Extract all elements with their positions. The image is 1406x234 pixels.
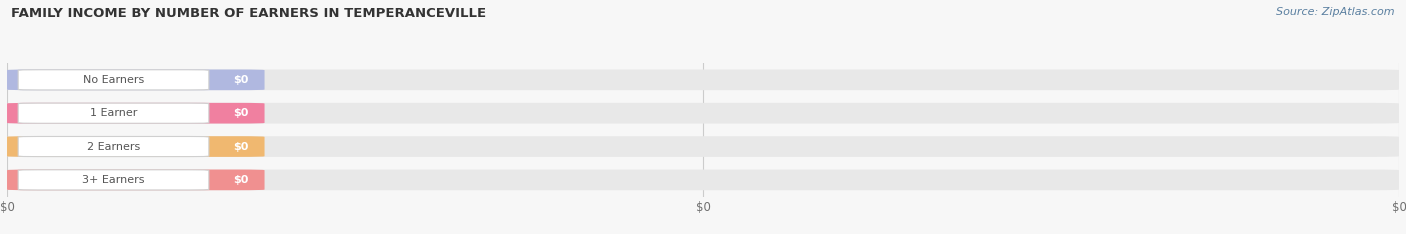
Text: No Earners: No Earners xyxy=(83,75,145,85)
Text: 2 Earners: 2 Earners xyxy=(87,142,141,152)
Text: $0: $0 xyxy=(233,142,249,152)
FancyBboxPatch shape xyxy=(7,103,1399,124)
FancyBboxPatch shape xyxy=(18,70,209,90)
FancyBboxPatch shape xyxy=(7,170,1399,190)
Text: FAMILY INCOME BY NUMBER OF EARNERS IN TEMPERANCEVILLE: FAMILY INCOME BY NUMBER OF EARNERS IN TE… xyxy=(11,7,486,20)
FancyBboxPatch shape xyxy=(7,170,264,190)
FancyBboxPatch shape xyxy=(18,170,209,190)
Text: 3+ Earners: 3+ Earners xyxy=(83,175,145,185)
FancyBboxPatch shape xyxy=(18,103,209,123)
FancyBboxPatch shape xyxy=(7,69,264,90)
Text: $0: $0 xyxy=(233,175,249,185)
FancyBboxPatch shape xyxy=(7,103,264,124)
Text: Source: ZipAtlas.com: Source: ZipAtlas.com xyxy=(1277,7,1395,17)
Text: $0: $0 xyxy=(233,75,249,85)
FancyBboxPatch shape xyxy=(7,69,1399,90)
FancyBboxPatch shape xyxy=(18,136,209,157)
FancyBboxPatch shape xyxy=(7,136,264,157)
FancyBboxPatch shape xyxy=(7,136,1399,157)
Text: $0: $0 xyxy=(233,108,249,118)
Text: 1 Earner: 1 Earner xyxy=(90,108,138,118)
